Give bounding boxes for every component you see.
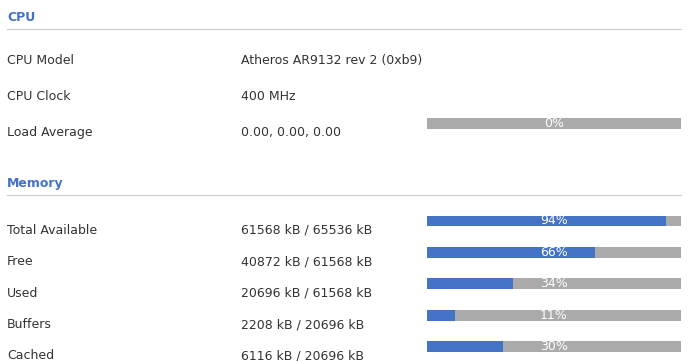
- Bar: [427, 310, 455, 321]
- Text: 400 MHz: 400 MHz: [241, 90, 295, 103]
- Text: 11%: 11%: [540, 309, 568, 322]
- Text: Load Average: Load Average: [7, 126, 92, 139]
- Text: Used: Used: [7, 287, 39, 300]
- Text: CPU: CPU: [7, 11, 35, 24]
- Text: 6116 kB / 20696 kB: 6116 kB / 20696 kB: [241, 349, 364, 361]
- Text: Atheros AR9132 rev 2 (0xb9): Atheros AR9132 rev 2 (0xb9): [241, 54, 422, 67]
- Text: CPU Model: CPU Model: [7, 54, 74, 67]
- Bar: [427, 118, 681, 129]
- Text: Total Available: Total Available: [7, 224, 97, 237]
- Bar: [427, 216, 666, 226]
- Bar: [427, 247, 681, 258]
- Bar: [427, 310, 681, 321]
- Text: 2208 kB / 20696 kB: 2208 kB / 20696 kB: [241, 318, 364, 331]
- Text: 94%: 94%: [540, 214, 568, 227]
- Text: 66%: 66%: [540, 246, 568, 259]
- Text: 0.00, 0.00, 0.00: 0.00, 0.00, 0.00: [241, 126, 341, 139]
- Text: 40872 kB / 61568 kB: 40872 kB / 61568 kB: [241, 255, 372, 268]
- Text: Memory: Memory: [7, 177, 63, 190]
- Text: 0%: 0%: [544, 117, 564, 130]
- Bar: [427, 341, 503, 352]
- Text: 34%: 34%: [540, 277, 568, 290]
- Bar: [427, 278, 513, 289]
- Text: CPU Clock: CPU Clock: [7, 90, 70, 103]
- Text: 30%: 30%: [540, 340, 568, 353]
- Text: Cached: Cached: [7, 349, 54, 361]
- Text: Buffers: Buffers: [7, 318, 52, 331]
- Text: 61568 kB / 65536 kB: 61568 kB / 65536 kB: [241, 224, 372, 237]
- Text: Free: Free: [7, 255, 34, 268]
- Bar: [427, 216, 681, 226]
- Bar: [427, 278, 681, 289]
- Bar: [427, 247, 594, 258]
- Bar: [427, 341, 681, 352]
- Text: 20696 kB / 61568 kB: 20696 kB / 61568 kB: [241, 287, 372, 300]
